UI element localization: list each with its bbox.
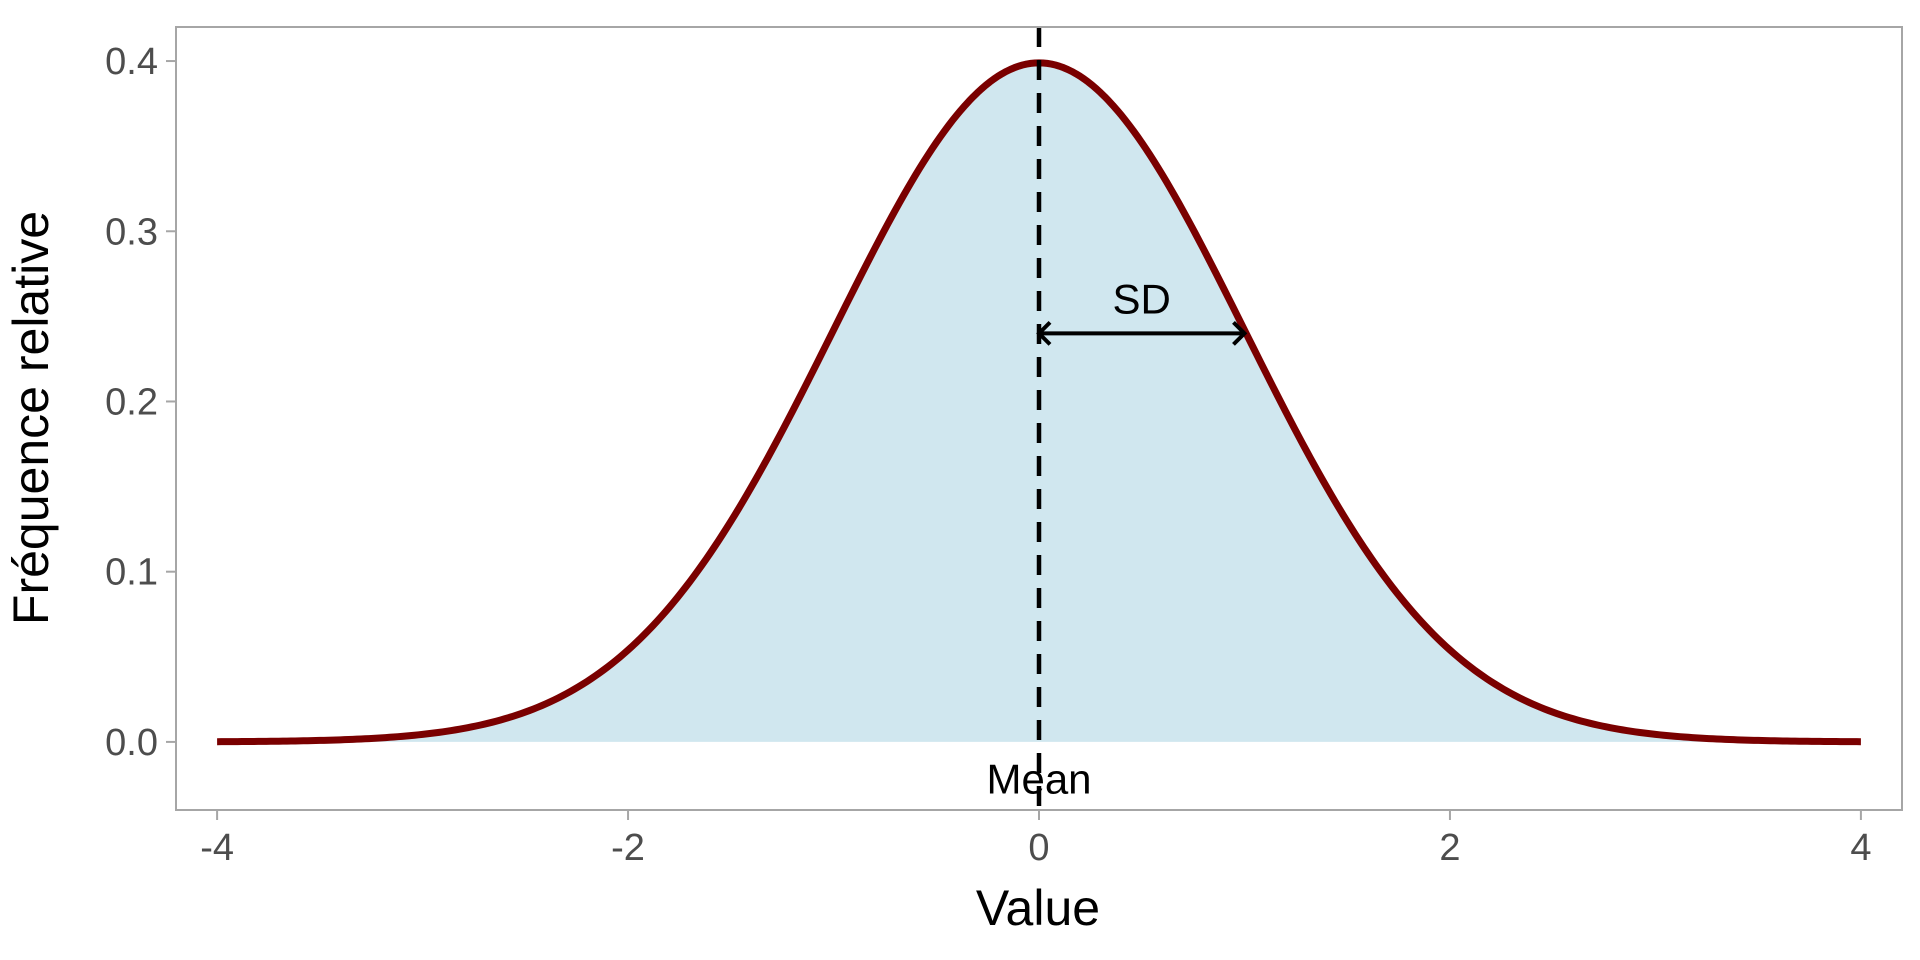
x-tick-label: 2 xyxy=(1439,827,1460,869)
x-tick-label: -2 xyxy=(611,827,645,869)
x-tick-label: -4 xyxy=(200,827,234,869)
y-tick-label: 0.0 xyxy=(105,722,158,764)
y-tick-label: 0.1 xyxy=(105,552,158,594)
sd-arrow-head-left xyxy=(1036,320,1052,346)
sd-arrow-head-right xyxy=(1232,320,1248,346)
sd-label: SD xyxy=(1113,275,1171,322)
y-tick-label: 0.3 xyxy=(105,211,158,253)
tick-layer: -4 -2 0 2 4 0.0 0.1 0.2 0.3 0.4 xyxy=(105,41,1871,869)
x-axis-title: Value xyxy=(976,880,1100,936)
annotation-layer: SD Mean xyxy=(986,27,1248,810)
y-tick-label: 0.2 xyxy=(105,381,158,423)
y-axis-title: Fréquence relative xyxy=(3,211,59,625)
mean-label: Mean xyxy=(986,755,1091,802)
y-tick-label: 0.4 xyxy=(105,41,158,83)
x-tick-label: 4 xyxy=(1850,827,1871,869)
x-tick-label: 0 xyxy=(1028,827,1049,869)
